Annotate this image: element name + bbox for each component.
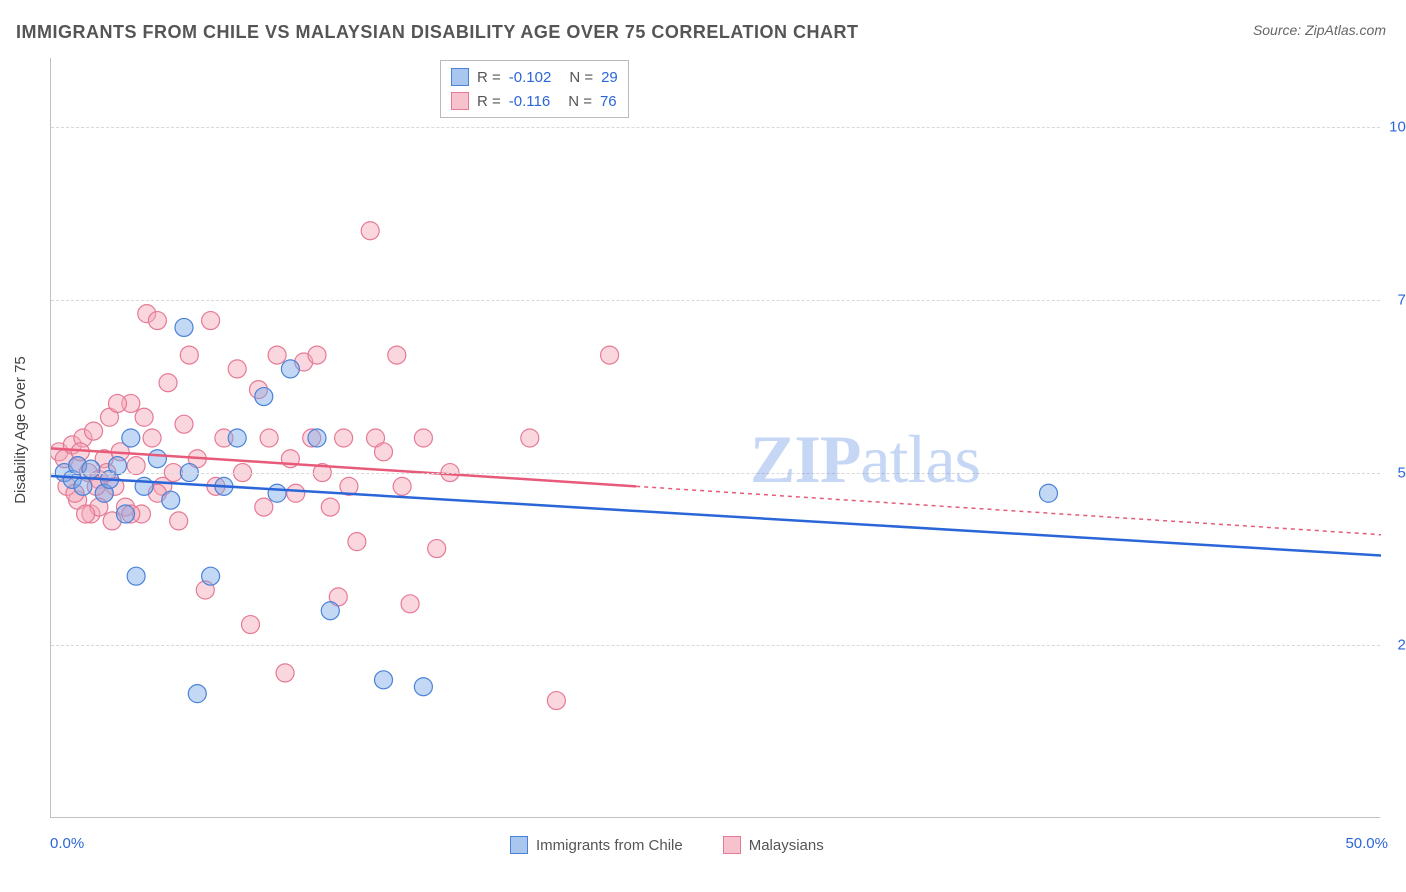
legend-item-chile: Immigrants from Chile	[510, 836, 683, 854]
legend-item-malaysian: Malaysians	[723, 836, 824, 854]
n-label: N =	[568, 93, 592, 110]
legend-stats: R = -0.102 N = 29 R = -0.116 N = 76	[440, 60, 629, 118]
r-label: R =	[477, 69, 501, 86]
x-tick-0: 0.0%	[50, 835, 84, 852]
chart-title: IMMIGRANTS FROM CHILE VS MALAYSIAN DISAB…	[16, 22, 859, 43]
r-value-malaysian: -0.116	[509, 93, 550, 110]
source-label: Source: ZipAtlas.com	[1253, 22, 1386, 38]
n-label: N =	[569, 69, 593, 86]
scatter-svg	[51, 58, 1381, 818]
y-axis-label: Disability Age Over 75	[12, 356, 29, 504]
swatch-malaysian	[451, 92, 469, 110]
swatch-chile	[451, 68, 469, 86]
r-value-chile: -0.102	[509, 69, 552, 86]
n-value-malaysian: 76	[600, 93, 617, 110]
legend-label-chile: Immigrants from Chile	[536, 837, 683, 854]
swatch-malaysian-icon	[723, 836, 741, 854]
legend-label-malaysian: Malaysians	[749, 837, 824, 854]
n-value-chile: 29	[601, 69, 618, 86]
legend-row-malaysian: R = -0.116 N = 76	[451, 89, 618, 113]
x-tick-50: 50.0%	[1345, 835, 1388, 852]
legend-series: Immigrants from Chile Malaysians	[510, 836, 824, 854]
swatch-chile-icon	[510, 836, 528, 854]
plot-area: 25.0%50.0%75.0%100.0%	[50, 58, 1380, 818]
legend-row-chile: R = -0.102 N = 29	[451, 65, 618, 89]
r-label: R =	[477, 93, 501, 110]
